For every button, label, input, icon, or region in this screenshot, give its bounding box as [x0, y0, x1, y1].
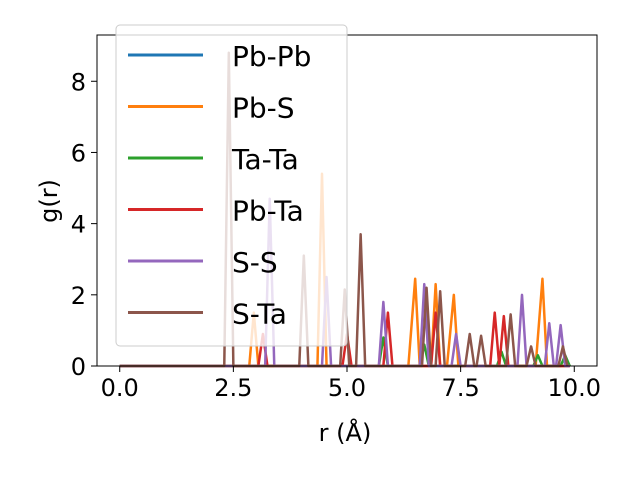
x-axis-label: r (Å) — [319, 418, 372, 447]
y-axis-label: g(r) — [35, 179, 63, 223]
legend-label: Pb-Pb — [232, 40, 311, 73]
x-tick-label: 0.0 — [101, 374, 139, 402]
x-tick-label: 7.5 — [442, 374, 480, 402]
x-tick-label: 10.0 — [548, 374, 601, 402]
legend-label: Pb-Ta — [232, 195, 304, 228]
y-tick-label: 8 — [71, 68, 86, 96]
legend-label: Pb-S — [232, 92, 295, 125]
x-axis: 0.0 2.5 5.0 7.5 10.0 — [101, 366, 601, 402]
legend-label: Ta-Ta — [231, 143, 299, 176]
legend-label: S-Ta — [232, 298, 287, 331]
y-tick-label: 0 — [71, 353, 86, 381]
x-tick-label: 2.5 — [214, 374, 252, 402]
legend-label: S-S — [232, 246, 278, 279]
x-tick-label: 5.0 — [328, 374, 366, 402]
legend: Pb-Pb Pb-S Ta-Ta Pb-Ta S-S S-Ta — [115, 24, 348, 347]
y-tick-label: 6 — [71, 139, 86, 167]
y-axis: 0 2 4 6 8 — [71, 68, 97, 381]
y-tick-label: 4 — [71, 211, 86, 239]
y-tick-label: 2 — [71, 282, 86, 310]
